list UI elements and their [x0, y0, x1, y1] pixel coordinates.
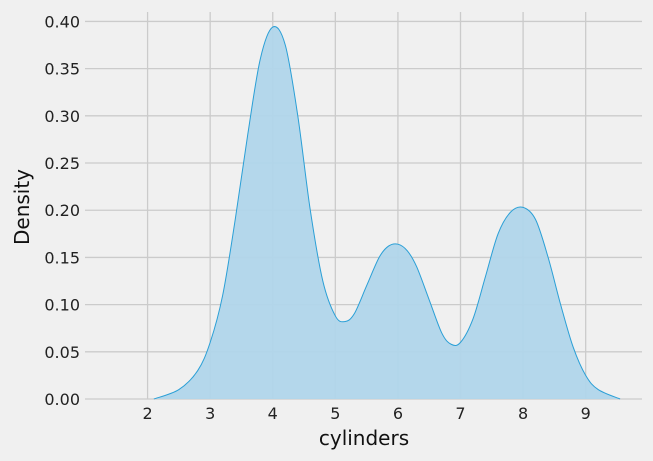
y-tick-label: 0.25 — [44, 154, 80, 173]
grid — [85, 12, 642, 400]
density-area — [153, 26, 621, 400]
x-tick-label: 3 — [205, 404, 215, 423]
x-tick-label: 6 — [393, 404, 403, 423]
x-tick-label: 9 — [581, 404, 591, 423]
x-axis-label: cylinders — [319, 426, 409, 450]
y-tick-label: 0.20 — [44, 201, 80, 220]
x-tick-label: 5 — [330, 404, 340, 423]
y-axis-label: Density — [10, 169, 34, 245]
y-tick-label: 0.40 — [44, 12, 80, 31]
y-tick-label: 0.35 — [44, 60, 80, 79]
y-axis-ticks: 0.00 0.05 0.10 0.15 0.20 0.25 0.30 0.35 0.40 — [44, 12, 80, 409]
x-tick-label: 7 — [455, 404, 465, 423]
x-tick-label: 4 — [268, 404, 278, 423]
density-line — [153, 26, 621, 400]
x-axis-ticks: 2 3 4 5 6 7 8 9 — [142, 404, 590, 423]
y-tick-label: 0.15 — [44, 248, 80, 267]
x-tick-label: 8 — [518, 404, 528, 423]
x-tick-label: 2 — [142, 404, 152, 423]
y-tick-label: 0.30 — [44, 107, 80, 126]
y-tick-label: 0.10 — [44, 296, 80, 315]
y-tick-label: 0.00 — [44, 390, 80, 409]
y-tick-label: 0.05 — [44, 343, 80, 362]
